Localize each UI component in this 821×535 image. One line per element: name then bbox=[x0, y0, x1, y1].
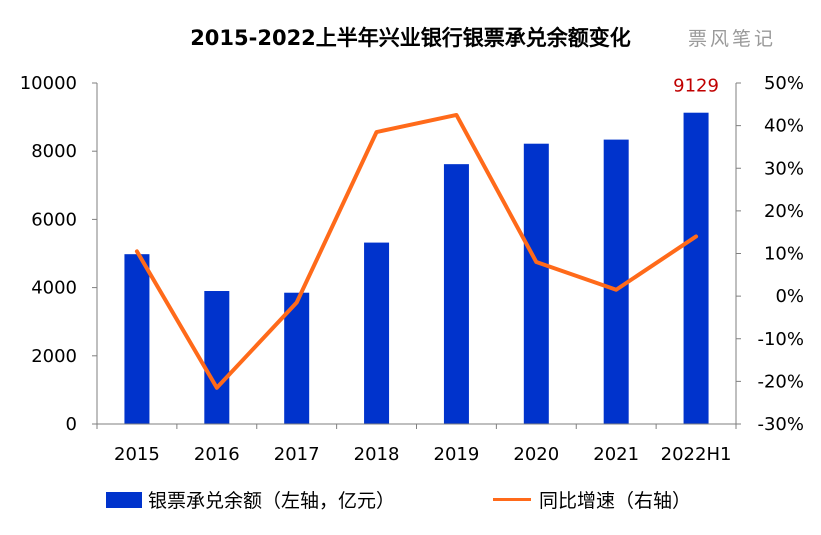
x-tick-label: 2020 bbox=[513, 444, 559, 465]
right-tick-label: -30% bbox=[757, 414, 804, 435]
bar-2022H1 bbox=[683, 112, 709, 424]
growth-rate-line bbox=[134, 112, 699, 390]
bar-2018 bbox=[364, 242, 390, 424]
x-tick-label: 2022H1 bbox=[661, 444, 732, 465]
x-tick-label: 2021 bbox=[593, 444, 639, 465]
left-tick-label: 0 bbox=[66, 414, 77, 435]
legend-bar-label: 银票承兑余额（左轴，亿元） bbox=[148, 490, 396, 512]
legend-line-swatch bbox=[493, 498, 531, 501]
chart-plot: 0 2000 4000 6000 8000 10000 -30% -20% -10% 0% 10% 2… bbox=[20, 73, 804, 465]
watermark: 票风笔记 bbox=[688, 28, 777, 50]
chart-title: 2015-2022上半年兴业银行银票承兑余额变化 bbox=[190, 26, 631, 50]
left-tick-label: 4000 bbox=[31, 278, 77, 299]
x-tick-label: 2015 bbox=[114, 444, 160, 465]
legend: 银票承兑余额（左轴，亿元） 同比增速（右轴） bbox=[0, 486, 821, 516]
left-tick-label: 10000 bbox=[20, 73, 77, 94]
x-tick-label: 2018 bbox=[354, 444, 400, 465]
legend-line-label: 同比增速（右轴） bbox=[539, 490, 692, 512]
left-tick-label: 2000 bbox=[31, 346, 77, 367]
legend-bar-swatch bbox=[106, 491, 142, 508]
right-tick-label: 10% bbox=[764, 244, 804, 265]
left-tick-label: 8000 bbox=[31, 141, 77, 162]
legend-bar-item: 银票承兑余额（左轴，亿元） bbox=[106, 486, 395, 513]
right-tick-label: -20% bbox=[757, 371, 804, 392]
legend-line-item: 同比增速（右轴） bbox=[493, 486, 691, 513]
data-label: 9129 bbox=[673, 76, 719, 97]
x-tick-label: 2016 bbox=[194, 444, 240, 465]
right-tick-label: 0% bbox=[775, 286, 804, 307]
right-tick-label: -10% bbox=[757, 329, 804, 350]
x-tick-label: 2019 bbox=[434, 444, 480, 465]
bar-2017 bbox=[284, 292, 310, 424]
left-tick-label: 6000 bbox=[31, 209, 77, 230]
bar-2019 bbox=[443, 164, 469, 424]
bar-2016 bbox=[204, 291, 230, 424]
right-tick-label: 50% bbox=[764, 73, 804, 94]
right-tick-label: 20% bbox=[764, 201, 804, 222]
bar-2015 bbox=[124, 254, 150, 424]
x-tick-label: 2017 bbox=[274, 444, 320, 465]
right-tick-label: 30% bbox=[764, 158, 804, 179]
right-tick-label: 40% bbox=[764, 116, 804, 137]
bar-2020 bbox=[523, 143, 549, 424]
